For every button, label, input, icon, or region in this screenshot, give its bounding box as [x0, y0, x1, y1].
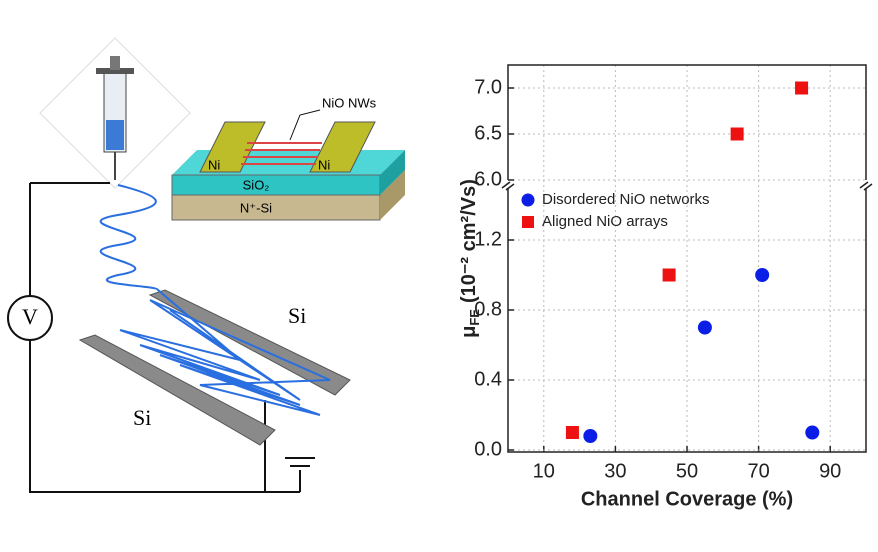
- legend-marker: [522, 216, 534, 228]
- x-tick-label: 50: [676, 460, 698, 482]
- x-tick-label: 10: [533, 460, 555, 482]
- ni-pad: [199, 121, 266, 173]
- y-tick-label: 1.2: [474, 228, 502, 250]
- point: [697, 320, 712, 335]
- axis-frame: [507, 64, 867, 453]
- circuit: [29, 182, 301, 493]
- axis-break: [501, 181, 515, 191]
- point: [565, 426, 579, 439]
- plunger: [110, 56, 120, 70]
- si-label: Si: [133, 405, 151, 430]
- syringe-flange: [96, 68, 134, 74]
- nio-nws-label: NiO NWs: [322, 95, 377, 110]
- point: [662, 268, 676, 282]
- y-tick-label: 6.5: [474, 122, 502, 144]
- axis-break: [859, 181, 873, 191]
- nanowire: [99, 184, 331, 416]
- electrode: [148, 289, 351, 396]
- x-tick-label: 70: [747, 460, 769, 482]
- substrate-side: [380, 170, 405, 220]
- point: [805, 425, 820, 440]
- pointer: [289, 109, 321, 141]
- schematic: V Si Si NiO NWs Ni Ni SiO₂ N⁺-Si: [7, 37, 405, 493]
- y-tick-label: 7.0: [474, 76, 502, 98]
- point: [730, 127, 744, 141]
- si-label: Si: [288, 303, 306, 328]
- chart: 10 30 50 70 90 0.0 0.4 0.8 1.2 6.0 6.5 7.0 Channel C…: [458, 64, 873, 510]
- substrate: [171, 194, 381, 221]
- legend-marker: [521, 193, 535, 207]
- ni-label: Ni: [208, 157, 220, 172]
- y-tick-label: 6.0: [474, 168, 502, 190]
- x-axis-label: Channel Coverage (%): [581, 488, 793, 510]
- ni-pad: [309, 121, 376, 173]
- electrode: [78, 334, 276, 446]
- legend-label: Disordered NiO networks: [542, 191, 710, 208]
- syringe-frame: [39, 37, 191, 189]
- y-tick-label: 0.8: [474, 298, 502, 320]
- voltmeter-label: V: [22, 304, 38, 329]
- y-tick-label: 0.0: [474, 438, 502, 460]
- point: [795, 81, 809, 95]
- ni-label: Ni: [318, 157, 330, 172]
- voltmeter: [7, 295, 53, 341]
- syringe-liquid: [106, 120, 124, 150]
- oxide-side: [380, 150, 405, 195]
- point: [755, 268, 770, 282]
- point: [583, 429, 598, 443]
- nanowires: [241, 142, 322, 165]
- y-axis-label-part: μ: [458, 326, 480, 338]
- x-tick-label: 90: [819, 460, 841, 482]
- y-tick-label: 0.4: [474, 368, 502, 390]
- y-axis-label-part: FE: [467, 309, 482, 326]
- y-axis-label: μFE (10⁻² cm²/Vs): [458, 179, 482, 338]
- legend-label: Aligned NiO arrays: [542, 213, 668, 230]
- oxide: [171, 174, 381, 196]
- sio2-label: SiO₂: [243, 177, 270, 192]
- n-si-label: N⁺-Si: [240, 200, 272, 215]
- y-axis-label-part: (10⁻² cm²/Vs): [458, 179, 480, 303]
- x-tick-label: 30: [604, 460, 626, 482]
